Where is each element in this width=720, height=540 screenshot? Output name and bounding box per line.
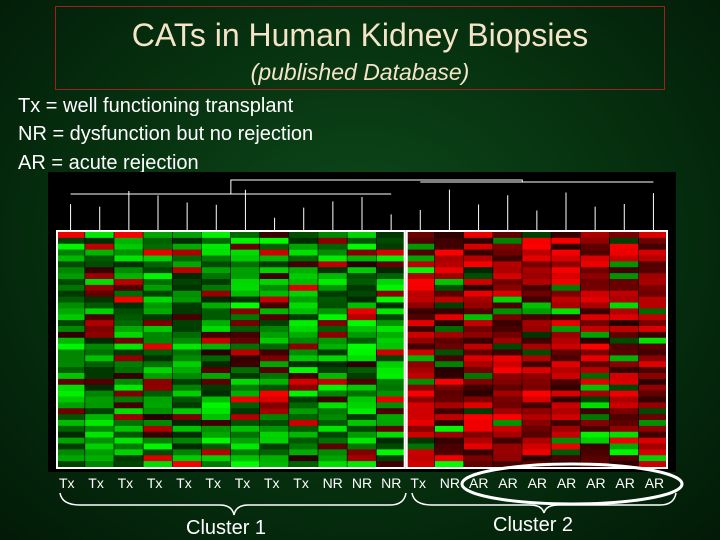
slide-title: CATs in Human Kidney Biopsies	[131, 17, 589, 53]
column-label: Tx	[146, 475, 163, 491]
title-box: CATs in Human Kidney Biopsies (published…	[55, 6, 665, 90]
heatmap	[48, 172, 676, 472]
cluster-2-brace	[411, 492, 677, 514]
column-label: AR	[469, 475, 489, 491]
column-label: Tx	[176, 475, 192, 491]
column-label: AR	[527, 475, 548, 491]
column-label: AR	[498, 475, 518, 491]
cluster-1-label: Cluster 1	[186, 517, 267, 539]
cluster-1-box	[56, 230, 406, 469]
legend-ar: AR = acute rejection	[18, 152, 199, 174]
column-label: Tx	[117, 475, 134, 491]
cluster-1-brace	[59, 492, 407, 516]
column-label: AR	[556, 475, 577, 491]
column-label: Tx	[293, 475, 309, 491]
heatmap-cells	[56, 232, 668, 468]
cluster-2-label: Cluster 2	[493, 514, 574, 536]
column-label: NR	[381, 475, 402, 491]
column-label: Tx	[88, 475, 104, 491]
column-label: AR	[615, 475, 635, 491]
column-label: Tx	[59, 475, 75, 491]
slide-subtitle: (published Database)	[250, 59, 470, 85]
column-label: Tx	[234, 475, 251, 491]
column-label: NR	[351, 475, 373, 491]
heatmap-graphic	[56, 179, 668, 469]
column-label: NR	[322, 475, 343, 491]
legend-nr: NR = dysfunction but no rejection	[18, 123, 314, 145]
column-label: Tx	[205, 475, 221, 491]
column-label: NR	[439, 475, 460, 491]
column-label: Tx	[410, 475, 426, 491]
legend-tx: Tx = well functioning transplant	[18, 95, 294, 117]
column-label: Tx	[264, 475, 280, 491]
dendrogram	[70, 179, 654, 232]
column-label: AR	[644, 475, 665, 491]
column-label: AR	[586, 475, 606, 491]
